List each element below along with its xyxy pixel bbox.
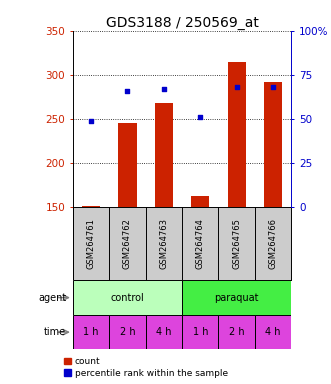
Bar (218, 315, 255, 349)
Text: GSM264761: GSM264761 (86, 218, 96, 269)
Bar (155, 103, 173, 207)
Text: GSM264762: GSM264762 (123, 218, 132, 269)
Bar (146, 315, 182, 349)
Bar (255, 315, 291, 349)
Text: 2 h: 2 h (229, 327, 245, 337)
Bar (191, 196, 210, 207)
Bar (73, 280, 182, 315)
Point (270, 84, 276, 90)
Text: 1 h: 1 h (193, 327, 208, 337)
Text: GSM264766: GSM264766 (268, 218, 278, 269)
Bar (182, 315, 218, 349)
Point (125, 88, 130, 94)
Bar (82, 205, 100, 207)
Bar (118, 122, 137, 207)
Bar (73, 315, 109, 349)
Point (88, 118, 94, 124)
Bar (182, 280, 291, 315)
Point (198, 114, 203, 120)
Title: GDS3188 / 250569_at: GDS3188 / 250569_at (106, 16, 259, 30)
Text: GSM264765: GSM264765 (232, 218, 241, 269)
Bar (264, 82, 282, 207)
Point (161, 86, 166, 92)
Bar (228, 61, 246, 207)
Legend: count, percentile rank within the sample: count, percentile rank within the sample (64, 357, 228, 377)
Text: agent: agent (38, 293, 66, 303)
Text: 4 h: 4 h (265, 327, 281, 337)
Text: time: time (44, 327, 66, 337)
Text: 1 h: 1 h (83, 327, 99, 337)
Point (234, 84, 239, 90)
Text: 4 h: 4 h (156, 327, 171, 337)
Bar (109, 315, 146, 349)
Text: GSM264764: GSM264764 (196, 218, 205, 269)
Text: paraquat: paraquat (214, 293, 259, 303)
Text: control: control (111, 293, 144, 303)
Text: 2 h: 2 h (119, 327, 135, 337)
Text: GSM264763: GSM264763 (159, 218, 168, 269)
